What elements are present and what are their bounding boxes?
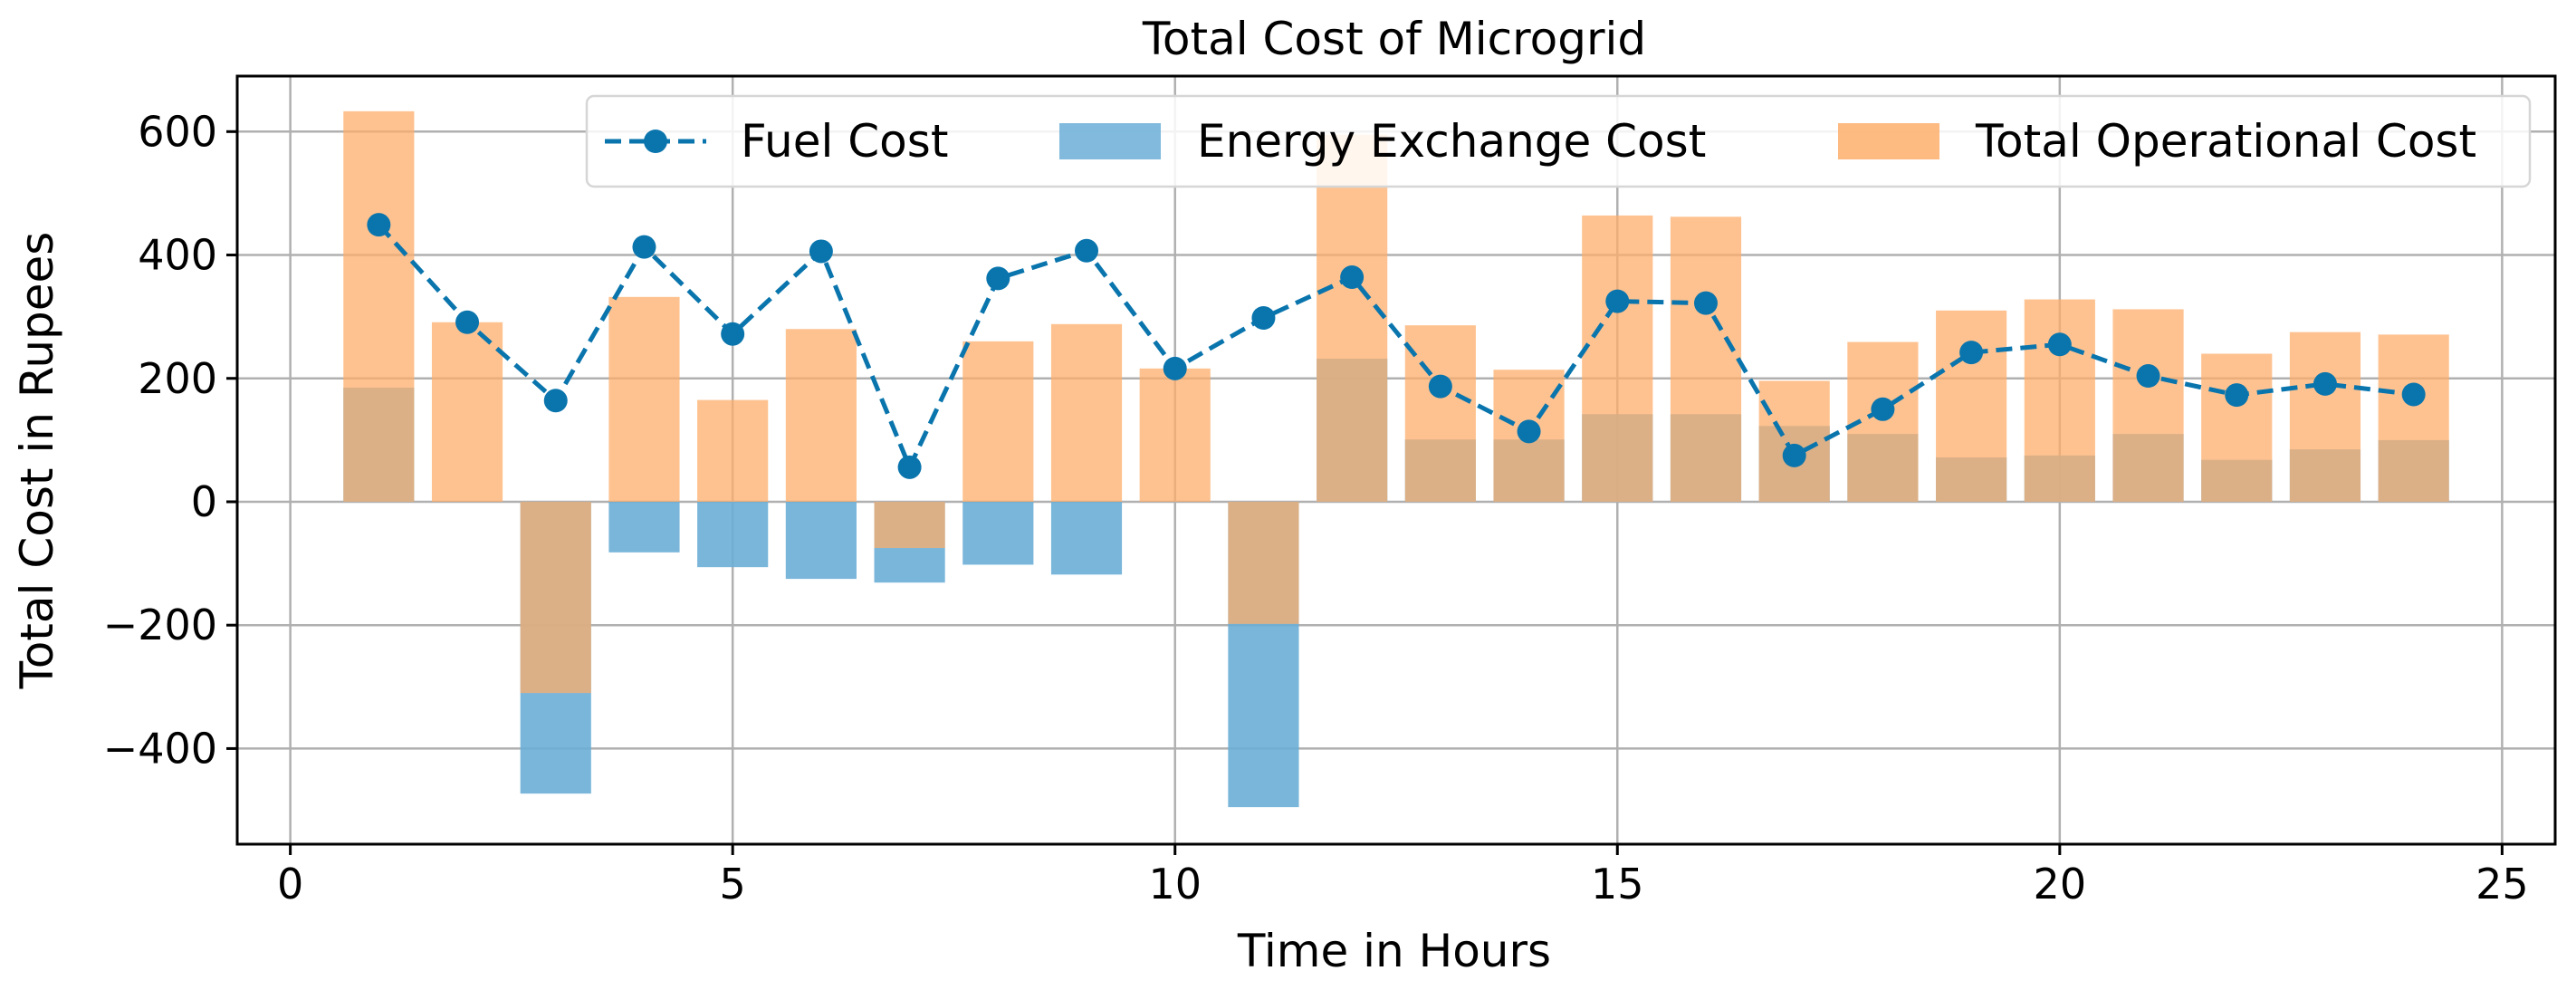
- fuel-cost-point-18: [1871, 397, 1895, 421]
- y-axis-label: Total Cost in Rupees: [11, 232, 63, 690]
- total-operational-cost-bar-4: [608, 296, 680, 502]
- total-operational-cost-bar-12: [1317, 134, 1388, 502]
- total-operational-cost-bar-5: [697, 399, 769, 502]
- y-tick-label-2: 0: [191, 477, 217, 526]
- fuel-cost-point-7: [897, 455, 922, 479]
- x-axis-label: Time in Hours: [1237, 925, 1551, 977]
- legend-box: [585, 94, 2532, 188]
- energy-exchange-cost-bar-8: [962, 501, 1034, 565]
- total-operational-cost-bar-24: [2378, 334, 2449, 502]
- legend: Fuel Cost Energy Exchange Cost Total Opera…: [585, 94, 2532, 188]
- total-operational-cost-bar-21: [2112, 309, 2184, 502]
- y-tick-label-1: −200: [103, 601, 217, 649]
- total-operational-cost-bar-23: [2289, 332, 2361, 502]
- fuel-cost-point-24: [2401, 382, 2426, 407]
- total-operational-cost-bar-17: [1758, 380, 1830, 502]
- x-tick-label-4: 20: [2034, 860, 2087, 908]
- fuel-cost-point-23: [2313, 371, 2337, 396]
- legend-swatch-total-operational-cost: [1838, 123, 1939, 159]
- legend-marker-fuel-cost: [644, 130, 667, 153]
- fuel-cost-point-16: [1693, 291, 1718, 315]
- fuel-cost-point-6: [809, 239, 833, 264]
- total-operational-cost-bar-7: [874, 501, 945, 549]
- y-tick-label-3: 200: [138, 354, 217, 403]
- bar-layer: [343, 111, 2449, 808]
- total-operational-cost-bar-11: [1228, 501, 1299, 624]
- total-operational-cost-bar-6: [785, 329, 857, 502]
- total-operational-cost-bar-15: [1582, 215, 1653, 502]
- fuel-cost-point-5: [721, 322, 745, 346]
- fuel-cost-line: [377, 223, 2414, 474]
- fuel-cost-point-10: [1163, 356, 1187, 380]
- x-tick-label-2: 10: [1148, 860, 1202, 908]
- fuel-cost-point-21: [2136, 364, 2160, 389]
- y-tick-label-0: −400: [103, 724, 217, 773]
- total-operational-cost-bar-3: [520, 501, 591, 694]
- total-operational-cost-bar-2: [431, 322, 503, 502]
- fuel-cost-point-22: [2225, 383, 2249, 408]
- legend-swatch-energy-exchange-cost: [1059, 123, 1161, 159]
- total-operational-cost-bar-10: [1139, 368, 1211, 502]
- fuel-cost-point-19: [1959, 341, 1984, 365]
- fuel-cost-point-14: [1517, 419, 1541, 444]
- plot-frame: [235, 74, 2557, 846]
- total-operational-cost-bar-9: [1050, 323, 1123, 502]
- fuel-cost-point-3: [543, 389, 568, 413]
- x-tick-label-0: 0: [277, 860, 303, 908]
- energy-exchange-cost-bar-6: [785, 501, 857, 580]
- energy-exchange-cost-bar-9: [1050, 501, 1123, 575]
- y-tick-label-5: 600: [138, 107, 217, 156]
- legend-label-energy-exchange-cost: Energy Exchange Cost: [1197, 115, 1706, 168]
- fuel-cost-point-8: [986, 266, 1010, 291]
- legend-label-fuel-cost: Fuel Cost: [741, 115, 948, 168]
- energy-exchange-cost-bar-4: [608, 501, 680, 553]
- x-tick-label-1: 5: [720, 860, 746, 908]
- x-tick-label-3: 15: [1591, 860, 1644, 908]
- total-operational-cost-bar-19: [1936, 310, 2007, 502]
- tick-layer: 0 5 10 15 20 25 −400 −200 0 200 400 600: [103, 107, 2529, 908]
- line-layer: [367, 213, 2426, 479]
- legend-label-total-operational-cost: Total Operational Cost: [1975, 115, 2476, 168]
- fuel-cost-point-11: [1251, 306, 1276, 331]
- fuel-cost-point-2: [455, 310, 480, 334]
- total-operational-cost-bar-8: [962, 341, 1034, 502]
- chart-title: Total Cost of Microgrid: [1142, 13, 1646, 65]
- total-operational-cost-bar-13: [1404, 325, 1476, 502]
- energy-exchange-cost-bar-5: [697, 501, 769, 568]
- fuel-cost-point-15: [1605, 289, 1630, 313]
- fuel-cost-point-13: [1428, 374, 1452, 399]
- total-operational-cost-bar-16: [1670, 216, 1742, 502]
- total-operational-cost-bar-20: [2024, 299, 2095, 502]
- fuel-cost-point-20: [2047, 332, 2072, 357]
- fuel-cost-point-1: [367, 213, 391, 237]
- x-tick-label-5: 25: [2475, 860, 2529, 908]
- fuel-cost-point-9: [1075, 238, 1099, 263]
- total-operational-cost-bar-1: [343, 111, 415, 502]
- fuel-cost-point-12: [1340, 265, 1365, 290]
- total-operational-cost-bar-22: [2201, 353, 2273, 502]
- y-tick-label-4: 400: [138, 231, 217, 280]
- fuel-cost-point-4: [632, 235, 656, 259]
- fuel-cost-point-17: [1782, 443, 1806, 467]
